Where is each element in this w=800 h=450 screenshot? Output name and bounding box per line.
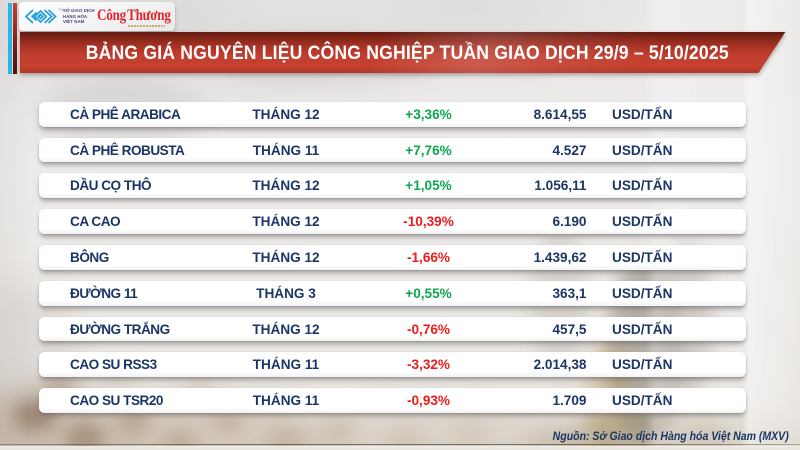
congthuong-logo: Công Thương: [97, 6, 171, 24]
cell-change: -0,93%: [406, 393, 451, 409]
mxv-logo-icon: [24, 9, 57, 24]
table-row: CÀ PHÊ ROBUSTA THÁNG 11 +7,76% 4.527 USD/TẤN: [39, 137, 746, 163]
cell-month: THÁNG 12: [252, 178, 320, 194]
page-title: BẢNG GIÁ NGUYÊN LIỆU CÔNG NGHIỆP TUẦN GI…: [20, 32, 786, 74]
cell-price: 457,5: [552, 321, 587, 337]
cell-price: 2.014,38: [533, 357, 587, 373]
cell-unit: USD/TẤN: [612, 321, 673, 337]
mxv-org-line3: VIỆT NAM: [63, 19, 85, 25]
mxv-org-name: SỞ GIAO DỊCH HÀNG HÓA VIỆT NAM: [63, 9, 95, 25]
table-row: CA CAO THÁNG 12 -10,39% 6.190 USD/TẤN: [39, 209, 746, 235]
cell-price: 363,1: [552, 285, 587, 301]
cell-unit: USD/TẤN: [612, 393, 673, 409]
cell-month: THÁNG 3: [256, 285, 316, 301]
table-row: CÀ PHÊ ARABICA THÁNG 12 +3,36% 8.614,55 USD/…: [39, 101, 746, 127]
table-row: ĐƯỜNG 11 THÁNG 3 +0,55% 363,1 USD/TẤN: [39, 280, 746, 306]
cell-price: 1.056,11: [534, 178, 587, 194]
title-banner: BẢNG GIÁ NGUYÊN LIỆU CÔNG NGHIỆP TUẦN GI…: [19, 31, 786, 74]
cell-name: CÀ PHÊ ARABICA: [70, 106, 181, 122]
mxv-org-line2: HÀNG HÓA: [63, 14, 88, 20]
cell-price: 1.439,62: [533, 250, 587, 265]
cell-month: THÁNG 12: [252, 321, 320, 337]
cell-change: +3,36%: [405, 106, 452, 122]
cell-month: THÁNG 11: [252, 357, 320, 373]
title-banner-sheen: [19, 31, 786, 74]
cell-name: CA CAO: [70, 214, 121, 230]
table-row: ĐƯỜNG TRẮNG THÁNG 12 -0,76% 457,5 USD/TẤN: [39, 316, 746, 342]
logo-plate: TM SỞ GIAO DỊCH HÀNG HÓA VIỆT NAM Công T…: [19, 2, 175, 31]
page-title-text: BẢNG GIÁ NGUYÊN LIỆU CÔNG NGHIỆP TUẦN GI…: [85, 41, 729, 64]
cell-month: THÁNG 12: [252, 250, 320, 265]
cell-name: CÀ PHÊ ROBUSTA: [70, 142, 185, 158]
cell-change: -0,76%: [406, 321, 451, 337]
bottom-edge-strip: [0, 445, 800, 450]
cell-name: ĐƯỜNG 11: [70, 285, 138, 301]
cell-unit: USD/TẤN: [612, 357, 673, 373]
cell-price: 1.709: [552, 393, 587, 409]
cell-change: +7,76%: [405, 142, 452, 158]
table-row: BÔNG THÁNG 12 -1,66% 1.439,62 USD/TẤN: [39, 245, 746, 270]
cell-month: THÁNG 11: [252, 393, 320, 409]
cell-change: +0,55%: [405, 285, 452, 301]
source-note: Nguồn: Sở Giao dịch Hàng hóa Việt Nam (M…: [552, 428, 789, 443]
accent-bar-cyan: [8, 3, 12, 74]
congthuong-tagline: [128, 25, 165, 27]
cell-change: +1,05%: [405, 178, 452, 194]
title-banner-shape: [19, 31, 786, 74]
cell-unit: USD/TẤN: [612, 178, 673, 194]
cell-name: BÔNG: [70, 250, 109, 265]
table-row: CAO SU RSS3 THÁNG 11 -3,32% 2.014,38 USD/TẤN: [39, 352, 746, 378]
mxv-org-line1: SỞ GIAO DỊCH: [63, 9, 95, 15]
cell-price: 4.527: [552, 142, 587, 158]
cell-name: ĐƯỜNG TRẮNG: [70, 321, 170, 337]
bottom-edge-line: [0, 444, 800, 446]
cell-unit: USD/TẤN: [612, 106, 673, 122]
mxv-trademark: TM: [58, 8, 64, 12]
cell-name: CAO SU TSR20: [70, 393, 163, 409]
cell-name: DẦU CỌ THÔ: [70, 178, 152, 194]
accent-bar-maroon: [12, 3, 18, 74]
cell-change: -10,39%: [403, 214, 454, 230]
cell-change: -3,32%: [406, 357, 451, 373]
table-row: CAO SU TSR20 THÁNG 11 -0,93% 1.709 USD/TẤN: [39, 388, 746, 414]
cell-price: 6.190: [552, 214, 587, 230]
cell-unit: USD/TẤN: [612, 285, 673, 301]
cell-unit: USD/TẤN: [612, 250, 673, 265]
cell-unit: USD/TẤN: [612, 142, 673, 158]
table-row: DẦU CỌ THÔ THÁNG 12 +1,05% 1.056,11 USD/TẤN: [39, 173, 746, 199]
cell-month: THÁNG 12: [252, 106, 320, 122]
cell-month: THÁNG 12: [252, 214, 320, 230]
cell-month: THÁNG 11: [252, 142, 320, 158]
cell-name: CAO SU RSS3: [70, 357, 157, 373]
cell-unit: USD/TẤN: [612, 214, 673, 230]
cell-price: 8.614,55: [533, 106, 587, 122]
cell-change: -1,66%: [406, 250, 451, 265]
